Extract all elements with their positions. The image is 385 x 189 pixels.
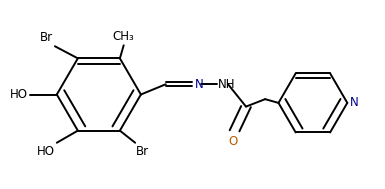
Text: N: N	[350, 96, 359, 109]
Text: O: O	[228, 135, 237, 148]
Text: HO: HO	[10, 88, 28, 101]
Text: N: N	[194, 78, 203, 91]
Text: CH₃: CH₃	[113, 30, 135, 43]
Text: Br: Br	[40, 31, 53, 44]
Text: Br: Br	[136, 145, 149, 158]
Text: HO: HO	[37, 145, 55, 158]
Text: NH: NH	[218, 78, 236, 91]
